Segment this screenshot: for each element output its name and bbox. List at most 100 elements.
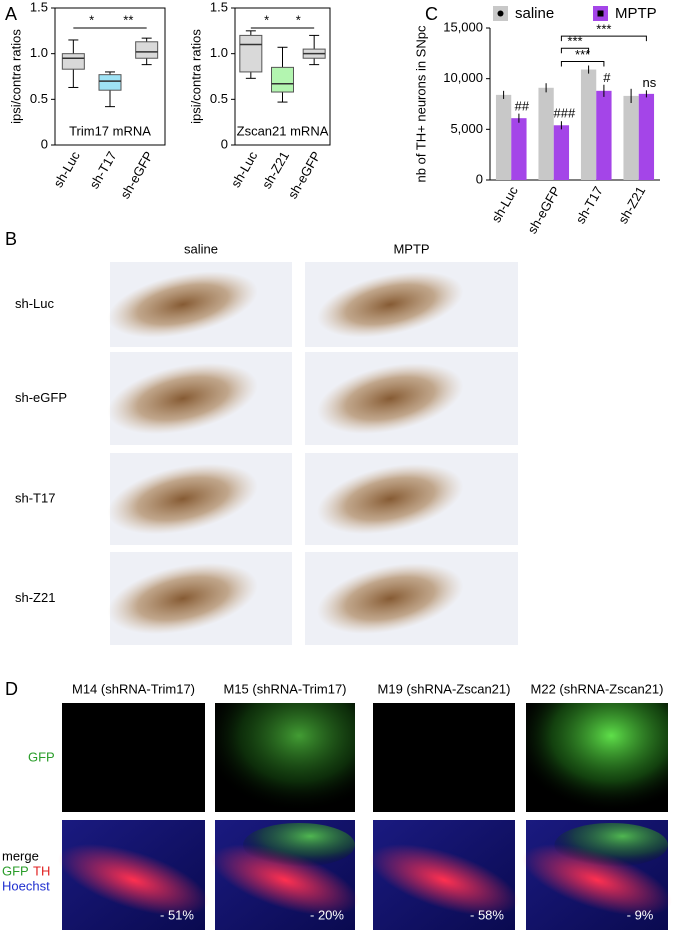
row-label: sh-eGFP — [15, 390, 67, 405]
stained-region — [107, 271, 258, 338]
x-tick-label: sh-T17 — [573, 184, 606, 227]
y-tick-label: 0 — [221, 136, 228, 151]
significance-label: *** — [567, 34, 582, 49]
percentage-label: - 58% — [470, 907, 504, 922]
stained-region — [316, 463, 464, 535]
box — [98, 74, 122, 91]
y-tick-label: 1.0 — [30, 45, 48, 60]
significance-label: * — [296, 12, 301, 27]
significance-label: ## — [515, 98, 530, 113]
box — [271, 66, 294, 93]
row-label: sh-T17 — [15, 490, 55, 505]
box — [239, 34, 263, 73]
bar — [553, 125, 570, 180]
x-tick-label: sh-Luc — [488, 183, 521, 225]
percentage-label: - 9% — [627, 907, 654, 922]
row-label: GFP — [2, 863, 29, 878]
bar — [511, 118, 527, 180]
column-heading: M22 (shRNA-Zscan21) — [531, 681, 664, 696]
gfp-signal — [215, 703, 355, 812]
legend-label: saline — [515, 5, 554, 22]
gfp-merge-signal — [554, 823, 668, 867]
th-signal — [522, 844, 672, 916]
significance-label: ns — [643, 75, 657, 90]
inner-label: Zscan21 mRNA — [237, 123, 329, 138]
box — [61, 53, 85, 70]
box — [135, 41, 159, 59]
plot-frame — [54, 7, 166, 146]
column-heading: M14 (shRNA-Trim17) — [72, 681, 195, 696]
x-tick-label: sh-Z21 — [615, 184, 648, 227]
y-tick-label: 5,000 — [450, 121, 483, 136]
y-tick-label: 1.5 — [30, 0, 48, 14]
stained-region — [107, 562, 258, 635]
x-tick-label: sh-eGFP — [117, 149, 156, 202]
th-signal — [369, 844, 519, 916]
row-label: sh-Luc — [15, 296, 55, 311]
y-tick-label: 0 — [41, 136, 48, 151]
y-tick-label: 10,000 — [443, 70, 483, 85]
stained-region — [316, 563, 464, 634]
row-label: merge — [2, 848, 39, 863]
y-tick-label: 15,000 — [443, 19, 483, 34]
th-signal — [211, 844, 359, 916]
significance-label: * — [89, 12, 94, 27]
significance-label: *** — [575, 47, 590, 62]
row-label: sh-Z21 — [15, 590, 55, 605]
column-heading: MPTP — [393, 241, 429, 256]
y-tick-label: 0 — [476, 171, 483, 186]
percentage-label: - 51% — [160, 907, 194, 922]
y-axis-label: ipsi/contra ratios — [8, 29, 23, 124]
panel-label: D — [5, 679, 18, 699]
stained-region — [316, 363, 464, 434]
column-heading: saline — [184, 241, 218, 256]
bar — [623, 95, 639, 180]
y-axis-label: nb of TH+ neurons in SNpc — [413, 25, 428, 182]
bar — [495, 94, 512, 180]
y-tick-label: 1.5 — [210, 0, 228, 14]
percentage-label: - 20% — [310, 907, 344, 922]
inner-label: Trim17 mRNA — [69, 123, 151, 138]
gfp-image — [62, 703, 205, 812]
y-tick-label: 1.0 — [210, 45, 228, 60]
y-tick-label: 0.5 — [30, 91, 48, 106]
significance-label: ** — [123, 12, 133, 27]
x-tick-label: sh-Luc — [228, 148, 261, 190]
y-axis-label: ipsi/contra ratios — [188, 29, 203, 124]
significance-bracket — [560, 47, 590, 54]
x-tick-label: sh-Z21 — [259, 149, 292, 192]
x-tick-label: sh-Luc — [50, 148, 83, 190]
bar — [538, 87, 554, 180]
significance-label: ### — [554, 106, 576, 121]
panel-label: A — [5, 4, 17, 24]
significance-bracket — [560, 35, 647, 42]
significance-bracket — [560, 60, 605, 67]
column-heading: M15 (shRNA-Trim17) — [223, 681, 346, 696]
bar — [638, 93, 655, 180]
panel-label: C — [425, 4, 438, 24]
plot-frame — [234, 7, 331, 146]
legend-marker — [597, 10, 604, 17]
significance-label: * — [264, 12, 269, 27]
row-label: TH — [33, 863, 50, 878]
x-tick-label: sh-T17 — [86, 149, 119, 192]
bar — [596, 90, 612, 180]
stained-region — [107, 463, 258, 535]
row-label: Hoechst — [2, 878, 50, 893]
row-label: GFP — [28, 749, 55, 764]
legend-label: MPTP — [615, 5, 657, 22]
bar — [580, 69, 597, 180]
gfp-signal — [526, 703, 668, 812]
significance-label: *** — [596, 22, 611, 37]
panel-label: B — [5, 229, 17, 249]
legend-marker — [497, 10, 504, 17]
th-signal — [58, 843, 209, 917]
x-tick-label: sh-eGFP — [524, 184, 563, 237]
gfp-image — [373, 703, 515, 812]
y-tick-label: 0.5 — [210, 91, 228, 106]
column-heading: M19 (shRNA-Zscan21) — [378, 681, 511, 696]
significance-label: # — [603, 70, 611, 85]
gfp-merge-signal — [243, 823, 355, 867]
stained-region — [317, 271, 464, 338]
